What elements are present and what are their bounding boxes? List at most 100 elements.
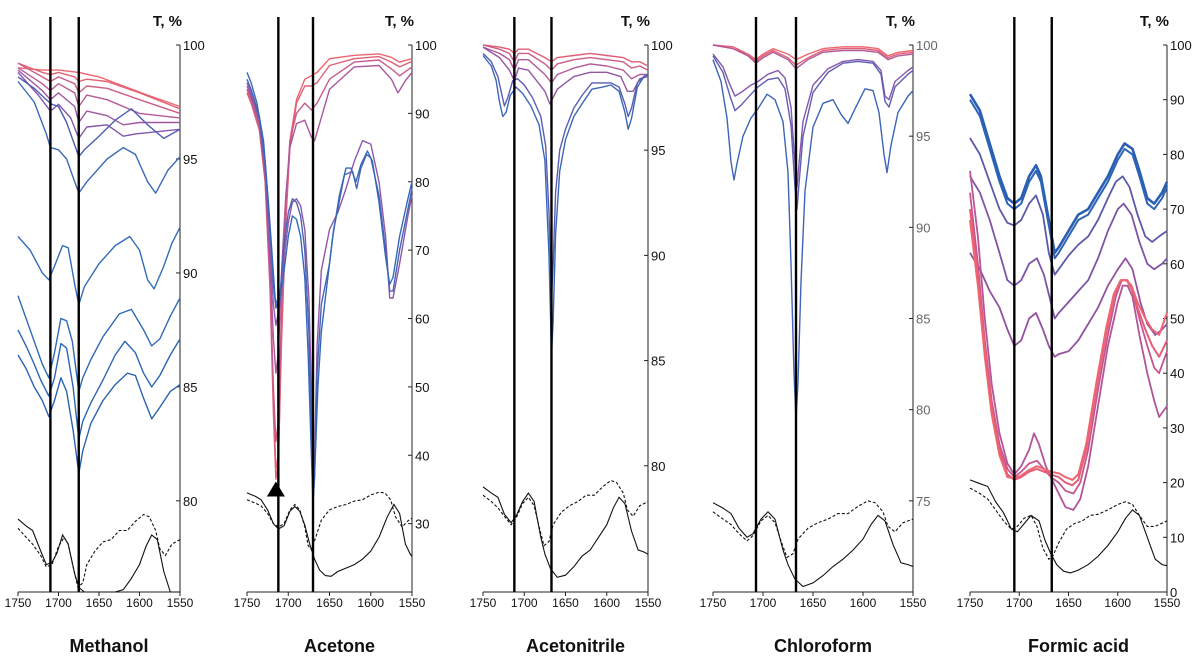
spectrum-series [482, 46, 648, 84]
y-tick-label: 95 [183, 152, 197, 167]
y-tick-label: 40 [1170, 366, 1184, 381]
y-tick-label: 85 [651, 354, 665, 369]
panel-title: Acetonitrile [526, 636, 625, 656]
spectrum-series [17, 354, 181, 475]
reference-spectrum-dashed [246, 491, 413, 551]
y-tick-label: 50 [1170, 312, 1184, 327]
spectrum-series [712, 53, 914, 188]
y-tick-label: 20 [1170, 476, 1184, 491]
reference-spectrum-dashed [969, 487, 1168, 561]
reference-spectrum-solid [17, 518, 180, 593]
x-tick-label: 1650 [552, 596, 579, 610]
y-tick-label: 80 [651, 459, 665, 474]
x-tick-label: 1750 [470, 596, 497, 610]
reference-spectrum-solid [969, 479, 1168, 574]
y-axis-label: T, % [385, 13, 414, 30]
spectrum-series [17, 81, 181, 194]
x-tick-label: 1650 [800, 596, 827, 610]
y-tick-label: 70 [415, 243, 429, 258]
y-tick-label: 75 [916, 494, 930, 509]
y-axis-label: T, % [153, 13, 182, 30]
x-tick-label: 1700 [1006, 596, 1033, 610]
y-tick-label: 100 [415, 38, 437, 53]
spectrum-series [969, 208, 1168, 487]
spectrum-series [17, 76, 181, 158]
x-tick-label: 1700 [275, 596, 302, 610]
reference-spectrum-dashed [17, 513, 181, 589]
spectrum-panel: 1750 1700 1650 1600 1550 100 95 90 85 80 T, % Metha… [5, 13, 205, 656]
spectrum-series [712, 44, 914, 66]
y-tick-label: 70 [1170, 202, 1184, 217]
x-tick-label: 1550 [635, 596, 662, 610]
x-tick-label: 1700 [45, 596, 72, 610]
spectrum-series [712, 55, 914, 210]
x-tick-label: 1550 [399, 596, 426, 610]
y-tick-label: 0 [1170, 585, 1177, 600]
x-tick-label: 1750 [957, 596, 984, 610]
y-tick-label: 90 [916, 220, 930, 235]
spectrum-series [17, 329, 181, 440]
spectrum-panel: 1750 1700 1650 1600 1550 100 95 90 85 80 75 T, % Chl… [700, 13, 938, 656]
spectrum-series [712, 44, 914, 70]
x-tick-label: 1550 [900, 596, 927, 610]
y-tick-label: 85 [916, 312, 930, 327]
panel-title: Formic acid [1028, 636, 1129, 656]
y-tick-label: 80 [415, 175, 429, 190]
spectrum-series [969, 175, 1168, 320]
x-tick-label: 1600 [126, 596, 153, 610]
spectrum-series [969, 137, 1168, 276]
spectrum-panel: 1750 1700 1650 1600 155010090807060504030201… [957, 13, 1192, 656]
y-tick-label: 50 [415, 380, 429, 395]
spectrum-series [246, 82, 413, 484]
y-tick-label: 60 [415, 312, 429, 327]
spectrum-series [969, 219, 1168, 481]
spectrum-series [17, 67, 181, 108]
y-tick-label: 10 [1170, 530, 1184, 545]
panel-title: Chloroform [774, 636, 872, 656]
spectrum-series [482, 52, 649, 299]
y-tick-label: 100 [183, 38, 205, 53]
y-axis-label: T, % [886, 13, 915, 30]
triangle-marker [266, 481, 285, 497]
y-axis-label: T, % [1140, 13, 1169, 30]
spectrum-series [482, 44, 649, 71]
x-tick-label: 1600 [850, 596, 877, 610]
y-tick-label: 90 [183, 266, 197, 281]
x-tick-label: 1750 [5, 596, 32, 610]
panel-title: Acetone [304, 636, 375, 656]
y-tick-label: 100 [1170, 38, 1192, 53]
spectrum-series [17, 67, 181, 119]
spectrum-series [968, 93, 1169, 255]
x-tick-label: 1750 [234, 596, 261, 610]
x-tick-label: 1600 [1104, 596, 1131, 610]
x-tick-label: 1550 [167, 596, 194, 610]
x-tick-label: 1550 [1154, 596, 1181, 610]
y-tick-label: 100 [651, 38, 673, 53]
y-tick-label: 100 [916, 38, 938, 53]
x-tick-label: 1600 [593, 596, 620, 610]
y-tick-label: 60 [1170, 257, 1184, 272]
y-tick-label: 80 [916, 403, 930, 418]
y-axis-label: T, % [621, 13, 650, 30]
y-tick-label: 90 [415, 106, 429, 121]
spectrum-series [17, 226, 181, 306]
y-tick-label: 85 [183, 380, 197, 395]
reference-spectrum-solid [712, 502, 914, 588]
spectrum-panel: 1750 1700 1650 1600 1550 100 90 80 70 60 50 40 30 T, … [234, 13, 437, 656]
reference-spectrum-dashed [482, 479, 649, 547]
spectrum-series [17, 62, 181, 115]
y-tick-label: 80 [183, 494, 197, 509]
spectrum-series [969, 252, 1168, 358]
x-tick-label: 1700 [750, 596, 777, 610]
y-tick-label: 95 [916, 129, 930, 144]
panel-title: Methanol [70, 636, 149, 656]
y-tick-label: 80 [1170, 147, 1184, 162]
y-tick-label: 40 [415, 448, 429, 463]
y-tick-label: 95 [651, 143, 665, 158]
spectrum-series [969, 170, 1168, 511]
spectrum-series [482, 44, 649, 67]
reference-spectrum-solid [246, 492, 413, 577]
x-tick-label: 1700 [511, 596, 538, 610]
reference-spectrum-dashed [712, 500, 914, 559]
